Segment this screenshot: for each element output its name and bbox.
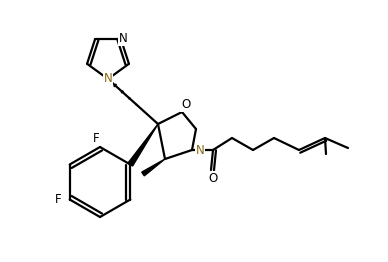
Polygon shape — [142, 159, 165, 176]
Polygon shape — [128, 124, 158, 166]
Text: F: F — [93, 133, 99, 145]
Text: O: O — [181, 99, 191, 112]
Text: N: N — [104, 72, 113, 85]
Text: N: N — [196, 145, 204, 157]
Text: O: O — [208, 172, 218, 184]
Text: N: N — [119, 32, 127, 45]
Text: F: F — [55, 193, 62, 206]
